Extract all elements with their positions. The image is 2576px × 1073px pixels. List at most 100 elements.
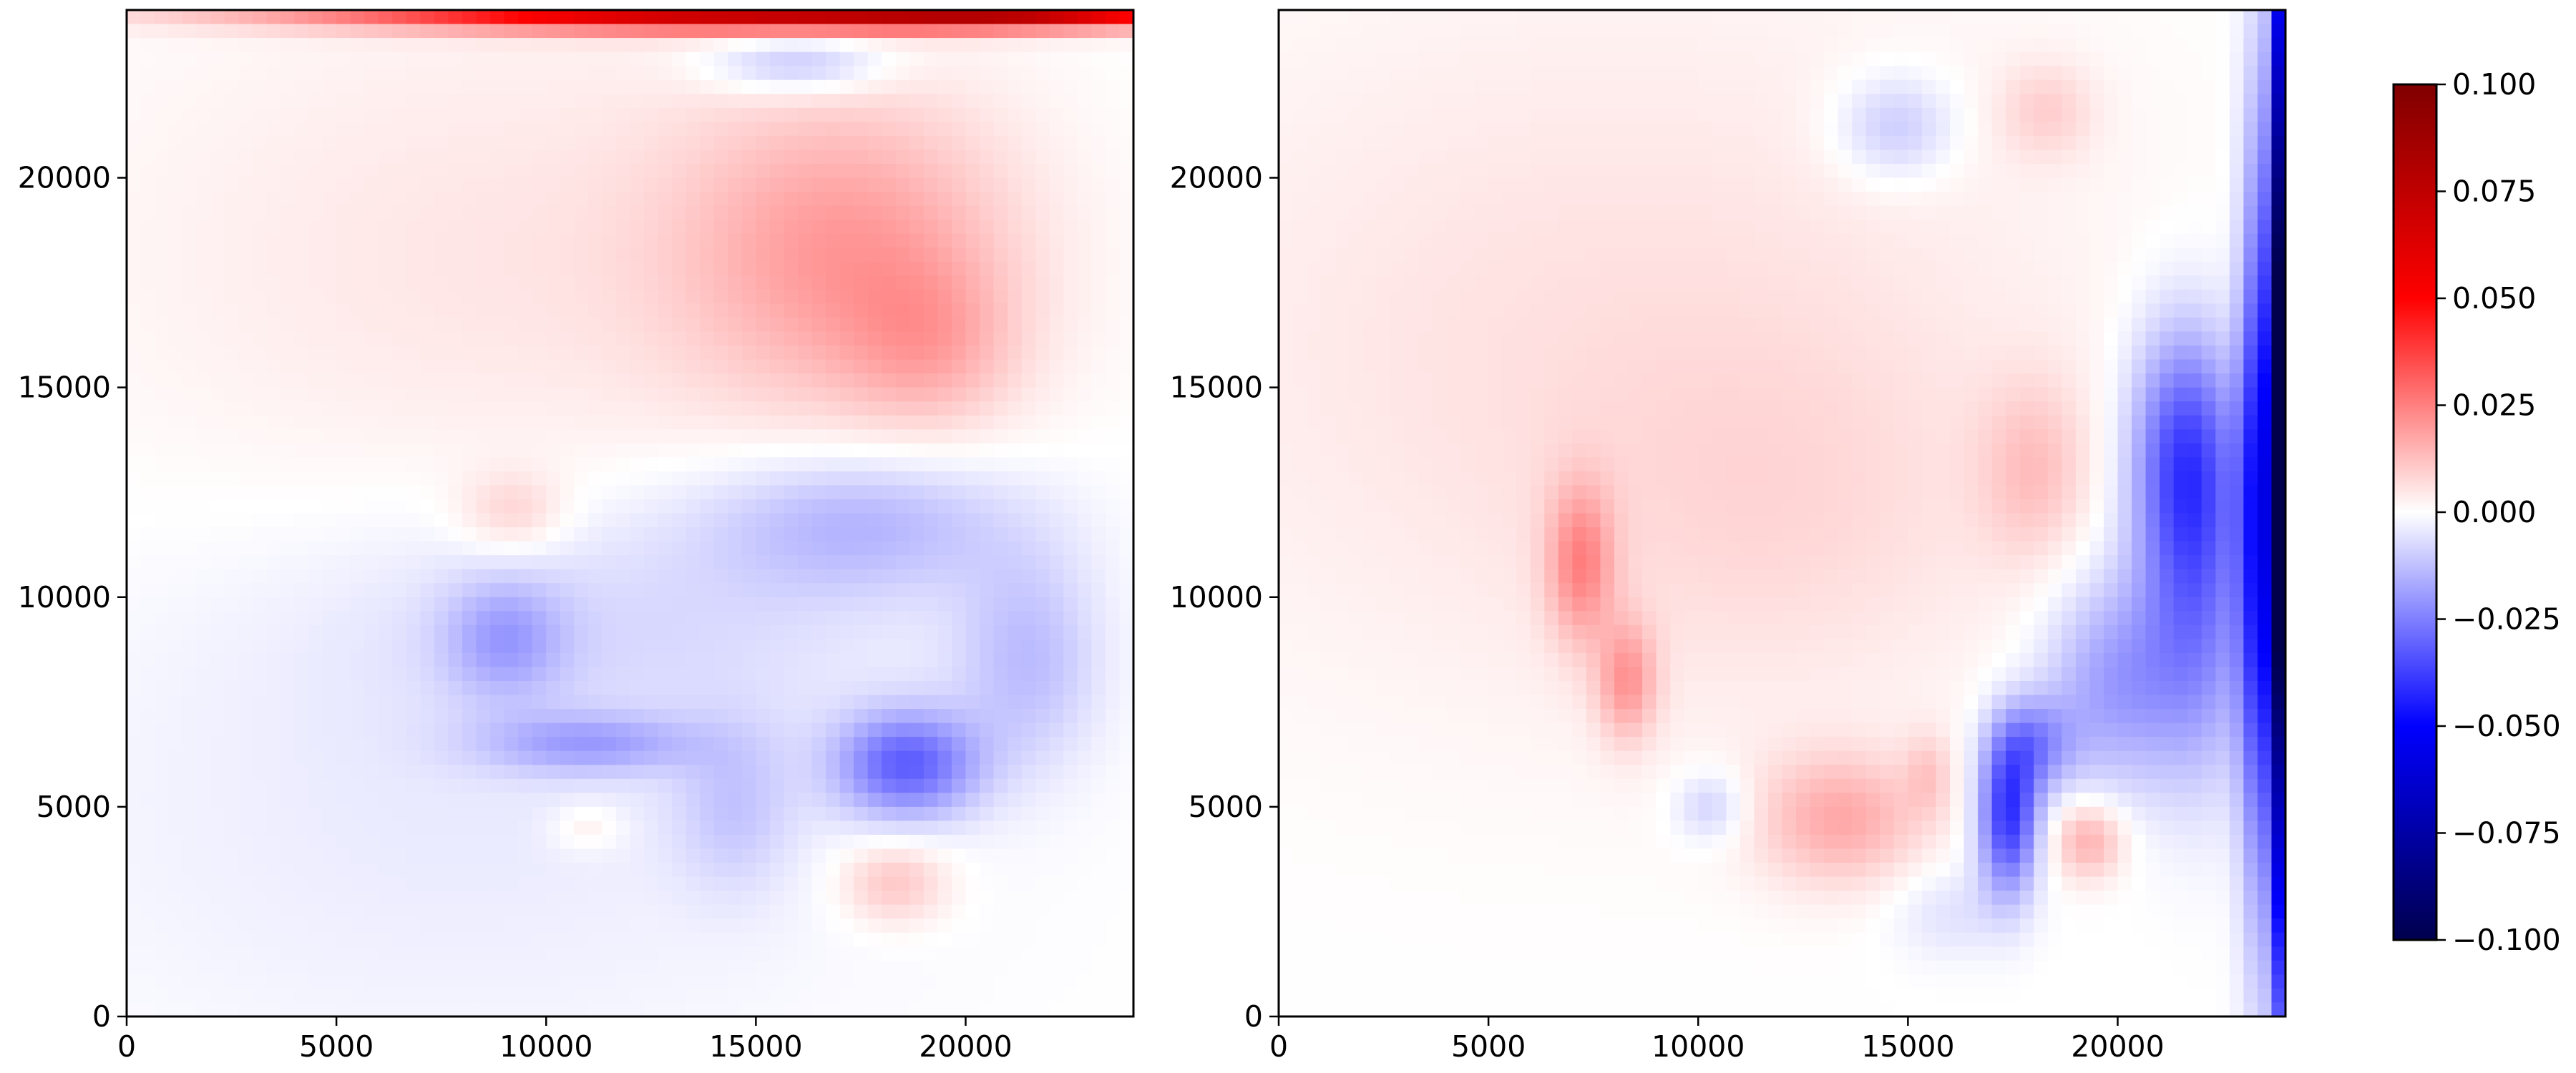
heatmap-cell bbox=[895, 248, 910, 263]
heatmap-cell bbox=[854, 569, 869, 584]
heatmap-cell bbox=[155, 192, 170, 207]
heatmap-cell bbox=[210, 373, 225, 388]
heatmap-cell bbox=[1105, 66, 1121, 81]
heatmap-cell bbox=[713, 94, 728, 109]
heatmap-cell bbox=[378, 122, 393, 137]
heatmap-cell bbox=[839, 765, 854, 780]
heatmap-cell bbox=[308, 261, 323, 276]
heatmap-cell bbox=[574, 722, 589, 738]
heatmap-cell bbox=[434, 205, 449, 220]
heatmap-cell bbox=[784, 583, 799, 598]
heatmap-cell bbox=[1119, 597, 1134, 612]
heatmap-cell bbox=[769, 415, 785, 430]
heatmap-cell bbox=[155, 457, 170, 472]
heatmap-cell bbox=[839, 359, 854, 374]
heatmap-cell bbox=[294, 555, 309, 570]
heatmap-cell bbox=[854, 233, 869, 248]
heatmap-cell bbox=[504, 904, 519, 919]
heatmap-cell bbox=[993, 737, 1008, 752]
heatmap-cell bbox=[1091, 555, 1106, 570]
heatmap-cell bbox=[587, 331, 603, 346]
heatmap-cell bbox=[826, 750, 841, 765]
heatmap-cell bbox=[1063, 765, 1078, 780]
heatmap-cell bbox=[741, 485, 756, 500]
heatmap-cell bbox=[826, 932, 841, 947]
heatmap-cell bbox=[448, 38, 463, 53]
heatmap-cell bbox=[769, 79, 785, 94]
heatmap-cell bbox=[476, 611, 491, 626]
heatmap-cell bbox=[993, 443, 1008, 458]
heatmap-cell bbox=[280, 317, 296, 333]
heatmap-cell bbox=[798, 555, 813, 570]
heatmap-cell bbox=[155, 220, 170, 235]
heatmap-cell bbox=[630, 192, 645, 207]
heatmap-cell bbox=[672, 443, 687, 458]
heatmap-cell bbox=[420, 401, 435, 416]
heatmap-cell bbox=[1049, 331, 1064, 346]
heatmap-cell bbox=[308, 555, 323, 570]
heatmap-cell bbox=[127, 471, 142, 486]
heatmap-cell bbox=[826, 527, 841, 542]
heatmap-cell bbox=[798, 401, 813, 416]
heatmap-cell bbox=[811, 303, 826, 318]
heatmap-cell bbox=[196, 974, 211, 989]
heatmap-cell bbox=[630, 443, 645, 458]
heatmap-cell bbox=[322, 513, 337, 528]
heatmap-cell bbox=[644, 611, 659, 626]
heatmap-cell bbox=[336, 946, 351, 961]
heatmap-cell bbox=[448, 597, 463, 612]
heatmap-cell bbox=[1021, 79, 1036, 94]
heatmap-cell bbox=[728, 499, 743, 514]
heatmap-cell bbox=[728, 960, 743, 975]
heatmap-cell bbox=[672, 583, 687, 598]
heatmap-cell bbox=[196, 443, 211, 458]
heatmap-cell bbox=[895, 317, 910, 333]
heatmap-cell bbox=[392, 652, 407, 668]
heatmap-cell bbox=[574, 457, 589, 472]
heatmap-cell bbox=[923, 79, 939, 94]
heatmap-cell bbox=[867, 848, 882, 863]
heatmap-cell bbox=[615, 303, 631, 318]
heatmap-cell bbox=[1049, 848, 1064, 863]
heatmap-cell bbox=[741, 555, 756, 570]
heatmap-cell bbox=[574, 793, 589, 808]
heatmap-cell bbox=[923, 10, 939, 25]
heatmap-cell bbox=[1049, 891, 1064, 906]
heatmap-cell bbox=[336, 233, 351, 248]
heatmap-cell bbox=[980, 471, 995, 486]
heatmap-cell bbox=[965, 611, 980, 626]
heatmap-cell bbox=[252, 932, 268, 947]
heatmap-cell bbox=[322, 722, 337, 738]
heatmap-cell bbox=[686, 932, 701, 947]
heatmap-cell bbox=[937, 10, 952, 25]
heatmap-cell bbox=[140, 79, 155, 94]
heatmap-cell bbox=[909, 79, 924, 94]
heatmap-cell bbox=[280, 359, 296, 374]
heatmap-cell bbox=[280, 541, 296, 556]
heatmap-cell bbox=[951, 10, 967, 25]
heatmap-cell bbox=[839, 932, 854, 947]
heatmap-cell bbox=[1077, 220, 1092, 235]
heatmap-cell bbox=[490, 946, 505, 961]
heatmap-cell bbox=[756, 932, 771, 947]
heatmap-cell bbox=[923, 122, 939, 137]
heatmap-cell bbox=[224, 960, 239, 975]
heatmap-cell bbox=[1049, 569, 1064, 584]
heatmap-cell bbox=[336, 891, 351, 906]
heatmap-cell bbox=[882, 303, 897, 318]
heatmap-cell bbox=[224, 359, 239, 374]
heatmap-cell bbox=[756, 639, 771, 654]
heatmap-cell bbox=[644, 387, 659, 402]
heatmap-cell bbox=[882, 541, 897, 556]
heatmap-cell bbox=[532, 331, 547, 346]
heatmap-cell bbox=[196, 289, 211, 304]
heatmap-cell bbox=[294, 513, 309, 528]
heatmap-cell bbox=[168, 275, 183, 290]
heatmap-cell bbox=[252, 220, 268, 235]
heatmap-cell bbox=[980, 150, 995, 165]
heatmap-cell bbox=[336, 527, 351, 542]
heatmap-cell bbox=[252, 261, 268, 276]
heatmap-cell bbox=[700, 261, 715, 276]
heatmap-cell bbox=[895, 24, 910, 39]
heatmap-cell bbox=[336, 876, 351, 891]
